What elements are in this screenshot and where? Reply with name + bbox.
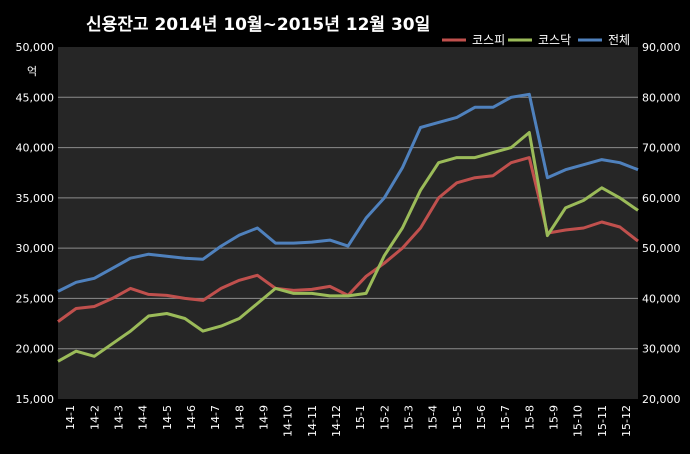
x-tick-label: 15-2 [378,405,391,430]
legend-label: 전체 [608,33,630,47]
x-axis-ticks: 14-1 14-2 14-3 14-4 14-5 14-6 14-7 14-8 14-9 14-1… [64,405,633,437]
right-tick-label: 80,000 [642,91,681,104]
x-tick-label: 15-11 [596,405,609,437]
x-tick-label: 14-6 [185,405,198,430]
x-tick: 14-12 [330,405,343,437]
x-tick-label: 15-3 [402,405,415,430]
right-tick-label: 30,000 [642,343,681,356]
x-tick-label: 14-5 [161,405,174,430]
unit-label: 억 [27,65,37,78]
x-tick: 14-7 [209,405,222,430]
right-tick-label: 60,000 [642,192,681,205]
plot-area [58,47,638,399]
x-tick-label: 15-9 [547,405,560,430]
x-tick: 14-6 [185,405,198,430]
right-tick-label: 70,000 [642,142,681,155]
x-tick: 14-2 [88,405,101,430]
x-tick-label: 14-2 [88,405,101,430]
legend-label: 코스피 [472,33,505,47]
left-tick-label: 45,000 [16,91,55,104]
x-tick-label: 14-4 [137,405,150,430]
x-tick: 15-7 [499,405,512,430]
left-tick-label: 35,000 [16,192,55,205]
x-tick: 14-8 [233,405,246,430]
right-axis-ticks: 20,000 30,000 40,000 50,000 60,000 70,000 80,0… [642,41,681,406]
left-tick-label: 30,000 [16,242,55,255]
chart-title: 신용잔고 2014년 10월~2015년 12월 30일 [86,15,430,35]
x-tick: 14-4 [137,405,150,430]
left-tick-label: 25,000 [16,292,55,305]
series-line-전체 [57,92,639,293]
x-tick: 15-9 [547,405,560,430]
left-axis-ticks: 15,000 20,000 25,000 30,000 35,000 40,000 45,0… [16,41,55,406]
legend-label: 코스닥 [538,33,571,47]
x-tick: 15-11 [596,405,609,437]
x-tick-label: 15-8 [523,405,536,430]
left-tick-label: 40,000 [16,142,55,155]
x-tick: 15-3 [402,405,415,430]
x-tick-label: 15-5 [451,405,464,430]
x-tick-label: 14-11 [306,405,319,437]
left-tick-label: 20,000 [16,343,55,356]
x-tick-label: 14-9 [257,405,270,430]
x-tick-label: 14-1 [64,405,77,430]
x-tick: 14-5 [161,405,174,430]
x-tick: 14-9 [257,405,270,430]
x-tick: 14-1 [64,405,77,430]
x-tick: 15-8 [523,405,536,430]
right-tick-label: 20,000 [642,393,681,406]
x-tick-label: 15-12 [620,405,633,437]
x-tick: 15-6 [475,405,488,430]
right-tick-label: 90,000 [642,41,681,54]
x-tick: 15-10 [572,405,585,437]
left-tick-label: 15,000 [16,393,55,406]
grid-lines [58,96,638,350]
x-tick: 15-5 [451,405,464,430]
x-tick-label: 14-3 [112,405,125,430]
x-tick: 15-4 [427,405,440,430]
x-tick: 15-1 [354,405,367,430]
series-lines [57,92,639,363]
x-tick: 15-12 [620,405,633,437]
x-tick: 14-10 [282,405,295,437]
right-tick-label: 40,000 [642,292,681,305]
x-tick-label: 14-10 [282,405,295,437]
x-tick: 14-3 [112,405,125,430]
x-tick-label: 15-10 [572,405,585,437]
x-tick-label: 14-7 [209,405,222,430]
legend: 코스피 코스닥 전체 [442,33,630,47]
x-tick-label: 15-7 [499,405,512,430]
x-tick-label: 14-12 [330,405,343,437]
x-tick-label: 15-4 [427,405,440,430]
x-tick-label: 15-6 [475,405,488,430]
x-tick-label: 15-1 [354,405,367,430]
series-line-코스닥 [57,131,639,363]
left-tick-label: 50,000 [16,41,55,54]
x-tick-label: 14-8 [233,405,246,430]
x-tick: 14-11 [306,405,319,437]
x-tick: 15-2 [378,405,391,430]
right-tick-label: 50,000 [642,242,681,255]
